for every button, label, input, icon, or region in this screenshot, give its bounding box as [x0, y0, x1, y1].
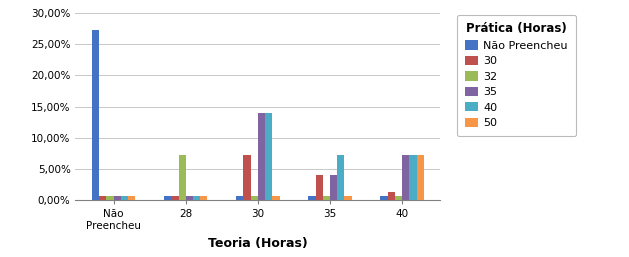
Bar — [395, 196, 402, 200]
X-axis label: Teoria (Horas): Teoria (Horas) — [208, 237, 308, 250]
Bar — [337, 155, 345, 200]
Bar — [323, 196, 330, 200]
Bar — [237, 196, 243, 200]
Bar — [243, 155, 251, 200]
Bar — [92, 30, 99, 200]
Bar — [106, 196, 114, 200]
Bar — [186, 196, 193, 200]
Bar — [114, 196, 121, 200]
Bar — [128, 196, 135, 200]
Bar — [387, 192, 395, 200]
Bar — [265, 113, 272, 200]
Bar — [193, 196, 200, 200]
Bar — [330, 176, 337, 200]
Bar — [345, 196, 352, 200]
Bar — [402, 155, 409, 200]
Bar — [164, 196, 171, 200]
Bar — [381, 196, 387, 200]
Bar — [171, 196, 179, 200]
Bar — [200, 196, 208, 200]
Bar — [179, 155, 186, 200]
Bar — [308, 196, 316, 200]
Bar — [258, 113, 265, 200]
Bar — [409, 155, 416, 200]
Bar — [251, 196, 258, 200]
Bar — [416, 155, 424, 200]
Bar — [316, 176, 323, 200]
Bar — [272, 196, 279, 200]
Bar — [121, 196, 128, 200]
Legend: Não Preencheu, 30, 32, 35, 40, 50: Não Preencheu, 30, 32, 35, 40, 50 — [457, 15, 576, 136]
Bar — [99, 196, 106, 200]
